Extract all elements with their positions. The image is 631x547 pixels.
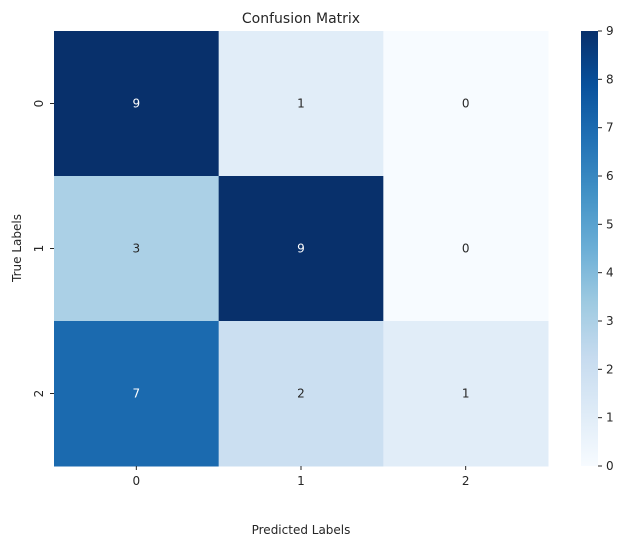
- cell-value-label-0-0: 9: [133, 97, 141, 111]
- colorbar-tick-label-0: 0: [606, 459, 614, 473]
- x-axis-ticks: 0 1 2: [133, 466, 470, 488]
- colorbar-tick-label-3: 3: [606, 314, 614, 328]
- cell-value-label-2-2: 1: [462, 387, 470, 401]
- heatmap-cell-1-1: [218, 176, 384, 322]
- colorbar-tick-label-2: 2: [606, 362, 614, 376]
- heatmap-cell-2-1: [218, 321, 384, 467]
- y-axis-label: True Labels: [10, 214, 24, 283]
- colorbar-tick-label-7: 7: [606, 121, 614, 135]
- x-tick-label-2: 2: [462, 474, 470, 488]
- chart-title: Confusion Matrix: [242, 11, 360, 27]
- heatmap-cell-2-2: [383, 321, 549, 467]
- heatmap-cell-1-2: [383, 176, 549, 322]
- cell-value-label-1-0: 3: [133, 242, 141, 256]
- cell-value-label-1-1: 9: [297, 242, 305, 256]
- cell-value-label-2-1: 2: [297, 387, 305, 401]
- colorbar-tick-label-9: 9: [606, 24, 614, 38]
- heatmap-cell-1-0: [54, 176, 220, 322]
- cell-value-label-2-0: 7: [133, 387, 141, 401]
- heatmap-cell-0-2: [383, 31, 549, 177]
- x-tick-label-0: 0: [133, 474, 141, 488]
- x-axis-label: Predicted Labels: [252, 523, 351, 537]
- colorbar-tick-label-4: 4: [606, 266, 614, 280]
- colorbar-tick-label-5: 5: [606, 217, 614, 231]
- y-axis-ticks: 0 1 2: [32, 100, 54, 398]
- y-tick-label-1: 1: [32, 245, 46, 253]
- colorbar-ticks: 0 1 2 3 4 5 6 7 8 9: [598, 24, 614, 473]
- heatmap-cell-0-1: [218, 31, 384, 177]
- heatmap-cell-0-0: [54, 31, 220, 177]
- y-tick-label-0: 0: [32, 100, 46, 108]
- cell-value-label-1-2: 0: [462, 242, 470, 256]
- y-tick-label-2: 2: [32, 390, 46, 398]
- x-tick-label-1: 1: [297, 474, 305, 488]
- cell-value-label-0-2: 0: [462, 97, 470, 111]
- colorbar-tick-label-6: 6: [606, 169, 614, 183]
- colorbar: [581, 31, 598, 466]
- heatmap-cells: 9 1 0 3 9 0 7 2 1: [54, 31, 549, 467]
- colorbar-tick-label-8: 8: [606, 72, 614, 86]
- colorbar-tick-label-1: 1: [606, 411, 614, 425]
- cell-value-label-0-1: 1: [297, 97, 305, 111]
- heatmap-cell-2-0: [54, 321, 220, 467]
